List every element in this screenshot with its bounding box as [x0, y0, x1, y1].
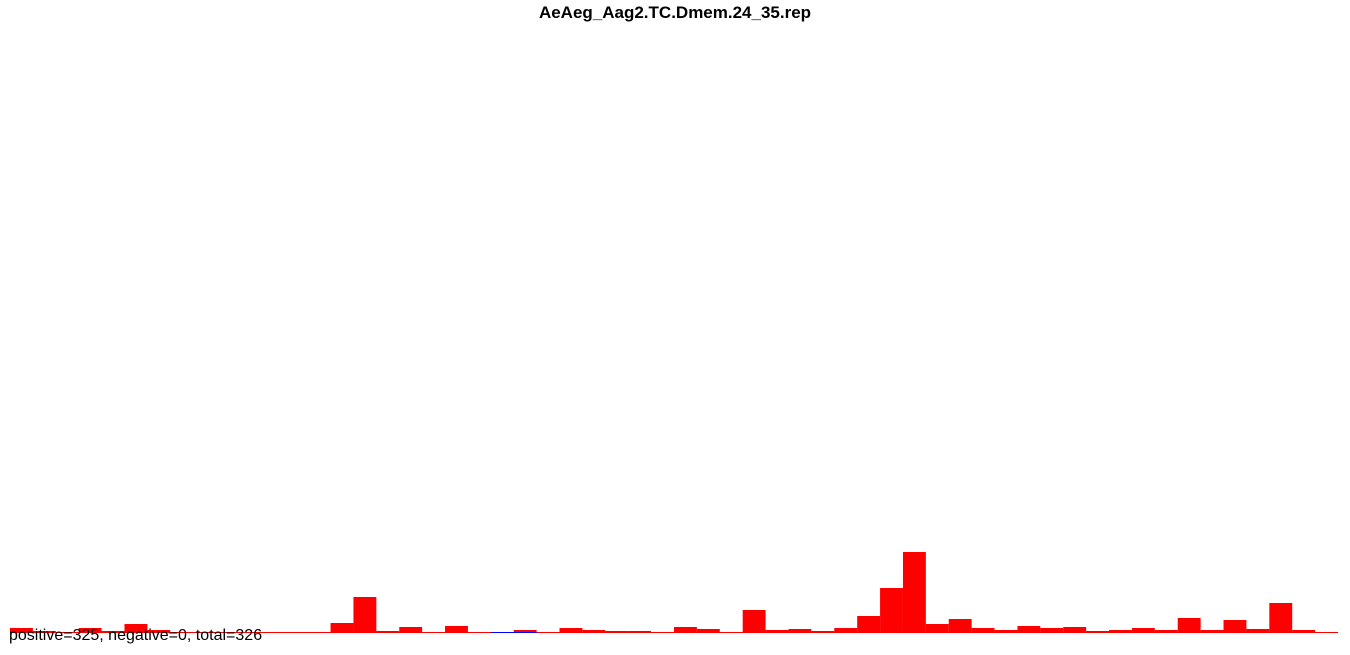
bar-positive-49: [1131, 628, 1155, 632]
bar-positive-25: [582, 630, 606, 632]
bar-positive-54: [1246, 629, 1270, 632]
bar-positive-22: [513, 630, 537, 632]
bar-positive-4: [101, 631, 125, 632]
bar-positive-15: [353, 597, 377, 632]
bar-positive-48: [1109, 630, 1132, 632]
bar-positive-51: [1177, 618, 1201, 632]
bar-positive-45: [1040, 628, 1064, 632]
bar-positive-56: [1292, 630, 1316, 632]
bar-positive-42: [971, 628, 995, 632]
bar-positive-26: [605, 631, 629, 632]
bar-positive-29: [674, 627, 697, 632]
bar-positive-37: [857, 616, 881, 632]
bar-positive-30: [696, 629, 720, 632]
bar-positive-3: [78, 628, 102, 632]
bar-positive-27: [628, 631, 652, 632]
bar-positive-16: [376, 631, 400, 632]
bar-positive-33: [765, 630, 789, 632]
bar-positive-32: [742, 610, 766, 632]
bar-positive-24: [559, 628, 583, 632]
bar-positive-17: [399, 627, 423, 632]
bar-positive-40: [925, 624, 949, 632]
bar-positive-35: [811, 631, 835, 632]
bar-positive-14: [330, 623, 354, 632]
bar-positive-5: [124, 624, 148, 632]
bar-positive-39: [902, 552, 926, 632]
bar-positive-44: [1017, 626, 1041, 632]
bar-positive-34: [788, 629, 812, 632]
bar-positive-6: [147, 630, 171, 632]
summary-footer: positive=325, negative=0, total=326: [9, 627, 263, 644]
bar-positive-19: [445, 626, 468, 632]
bar-negative-21: [490, 632, 537, 633]
bar-positive-53: [1223, 620, 1247, 632]
bar-positive-47: [1086, 631, 1110, 632]
bar-positive-52: [1200, 630, 1224, 632]
bar-positive-1: [32, 631, 56, 632]
bar-positive-0: [10, 628, 33, 632]
bar-positive-41: [948, 619, 972, 632]
bar-positive-50: [1154, 630, 1178, 632]
bar-positive-46: [1063, 627, 1087, 632]
bar-positive-36: [834, 628, 858, 632]
chart-title: AeAeg_Aag2.TC.Dmem.24_35.rep: [538, 3, 812, 22]
bar-positive-38: [880, 588, 903, 632]
bar-positive-43: [994, 630, 1018, 632]
bar-positive-55: [1269, 603, 1293, 632]
